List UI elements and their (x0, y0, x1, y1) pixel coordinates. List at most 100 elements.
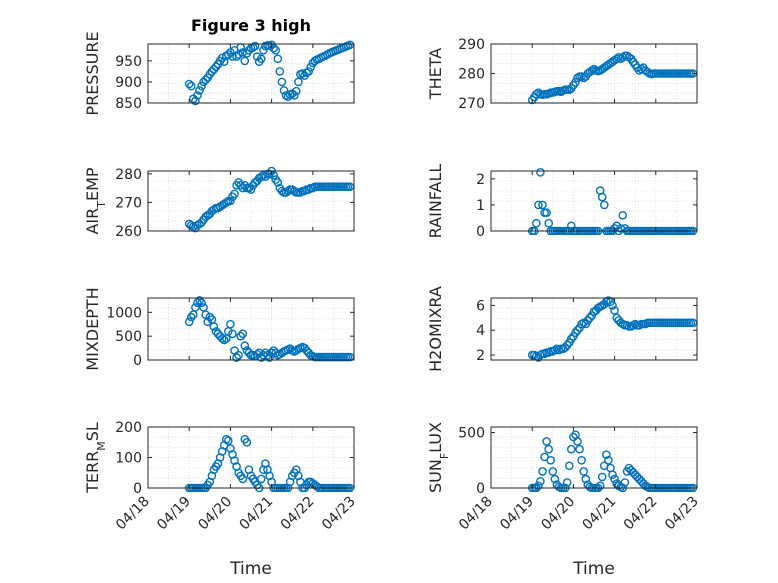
x-tick-label: 04/20 (195, 494, 235, 534)
data-point (618, 53, 628, 62)
data-point (213, 329, 223, 339)
data-point (275, 67, 285, 76)
data-point (201, 75, 210, 85)
data-point (583, 315, 593, 325)
y-axis-label: RAINFALL (426, 164, 445, 239)
y-tick-label: 260 (115, 224, 142, 240)
data-point (277, 77, 287, 87)
data-point (560, 343, 570, 352)
axes-box (147, 297, 355, 361)
data-point (538, 200, 547, 210)
y-axis-label: PRESSURE (83, 31, 102, 115)
data-point (238, 329, 248, 339)
scatter-series-7 (184, 434, 355, 492)
data-point (230, 346, 239, 355)
data-point (269, 43, 279, 53)
data-point (217, 334, 227, 343)
data-point (562, 340, 572, 350)
data-point (600, 200, 609, 210)
axes-box (490, 170, 698, 232)
data-point (304, 67, 314, 76)
data-point (259, 170, 268, 180)
y-tick-label: 1000 (106, 305, 142, 321)
y-tick-label: 280 (458, 67, 485, 83)
data-point (254, 348, 264, 358)
data-point (209, 65, 219, 74)
data-point (195, 296, 204, 305)
data-point (542, 437, 551, 446)
axes-box (147, 170, 355, 232)
data-point (228, 329, 237, 339)
data-point (542, 208, 551, 217)
data-point (544, 444, 554, 454)
data-point (604, 455, 613, 465)
subplot-2: 270 280 290 THETA (426, 37, 698, 112)
data-point (221, 198, 231, 207)
data-point (608, 470, 617, 480)
y-tick-label: 0 (133, 353, 142, 369)
data-point (271, 46, 281, 55)
axes-box (490, 426, 698, 489)
y-tick-label: 500 (115, 329, 142, 345)
data-point (573, 437, 582, 446)
data-point (283, 186, 293, 196)
data-point (232, 353, 241, 362)
data-point (197, 81, 206, 91)
figure-title: Figure 3 high (191, 16, 311, 35)
data-point (289, 186, 299, 196)
y-tick-label: 280 (115, 167, 142, 183)
data-point (620, 478, 630, 487)
data-point (238, 474, 248, 484)
data-point (567, 334, 576, 344)
x-tick-label: 04/20 (538, 494, 578, 534)
data-point (273, 54, 283, 64)
data-point (226, 196, 235, 206)
data-point (279, 86, 289, 95)
scatter-series-8 (527, 430, 698, 492)
y-tick-label: 850 (115, 96, 142, 112)
x-tick-label: 04/22 (621, 494, 661, 534)
data-point (230, 189, 239, 199)
y-tick-label: 950 (115, 54, 142, 70)
data-point (532, 89, 541, 99)
data-point (612, 54, 622, 64)
y-tick-label: 0 (133, 481, 142, 497)
axes-box (490, 297, 698, 361)
data-point (256, 54, 266, 64)
data-point (538, 467, 547, 476)
scatter-series-6 (527, 296, 698, 362)
data-point (548, 467, 558, 476)
scatter-series-3 (184, 167, 355, 233)
x-tick-label: 04/18 (456, 494, 496, 534)
y-tick-label: 270 (458, 96, 485, 112)
data-point (291, 86, 301, 96)
x-tick-label: 04/19 (497, 494, 537, 534)
data-point (571, 328, 580, 338)
data-point (271, 348, 281, 358)
data-point (234, 350, 243, 360)
data-point (534, 200, 543, 210)
y-tick-label: 4 (476, 323, 485, 339)
data-point (573, 73, 582, 83)
data-point (573, 325, 582, 335)
data-point (240, 341, 250, 351)
y-axis-label: SUNFLUX (426, 422, 451, 493)
data-point (269, 170, 279, 180)
data-point (579, 467, 589, 476)
x-axis-label-left: Time (229, 559, 272, 579)
data-point (610, 306, 619, 315)
data-point (186, 81, 196, 91)
data-point (589, 64, 599, 74)
data-point (256, 474, 266, 484)
data-point (277, 186, 287, 196)
data-point (250, 41, 260, 51)
data-point (191, 96, 200, 106)
data-point (226, 48, 235, 57)
subplot-4: 0 1 2 RAINFALL (426, 164, 698, 240)
y-tick-label: 0 (476, 481, 485, 497)
data-point (618, 210, 628, 220)
data-point (577, 455, 586, 465)
